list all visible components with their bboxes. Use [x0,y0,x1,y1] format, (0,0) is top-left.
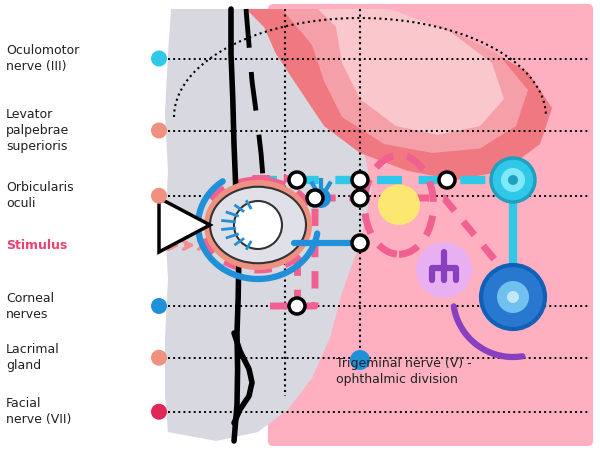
Text: Trigeminal nerve (V) -
ophthalmic division: Trigeminal nerve (V) - ophthalmic divisi… [336,357,472,386]
Circle shape [307,190,323,206]
Text: Corneal
nerves: Corneal nerves [6,292,54,320]
Text: Facial
nerve (VII): Facial nerve (VII) [6,397,71,426]
Circle shape [508,175,518,185]
Circle shape [481,265,545,329]
Circle shape [289,172,305,188]
Circle shape [352,190,368,206]
Circle shape [416,242,472,298]
Ellipse shape [210,187,306,263]
Circle shape [289,298,305,314]
Polygon shape [318,9,504,135]
Circle shape [151,350,167,366]
Text: Levator
palpebrae
superioris: Levator palpebrae superioris [6,108,69,153]
Circle shape [350,350,370,370]
Circle shape [234,201,282,249]
Circle shape [311,188,331,208]
Ellipse shape [204,180,312,270]
Polygon shape [165,9,372,441]
Polygon shape [282,9,528,153]
Polygon shape [246,9,552,180]
Polygon shape [159,198,210,252]
Circle shape [151,298,167,314]
Circle shape [151,188,167,204]
Circle shape [352,235,368,251]
Circle shape [151,50,167,67]
Text: Stimulus: Stimulus [6,239,67,252]
Ellipse shape [222,184,264,212]
FancyBboxPatch shape [268,4,593,446]
Circle shape [497,281,529,313]
Ellipse shape [378,184,420,225]
Text: Orbicularis
oculi: Orbicularis oculi [6,181,74,210]
Ellipse shape [222,241,264,263]
Text: Lacrimal
gland: Lacrimal gland [6,343,60,372]
Circle shape [151,122,167,139]
Circle shape [501,168,525,192]
Circle shape [507,291,519,303]
Text: Oculomotor
nerve (III): Oculomotor nerve (III) [6,44,79,73]
Circle shape [151,404,167,420]
Circle shape [491,158,535,202]
Circle shape [439,172,455,188]
Circle shape [352,172,368,188]
